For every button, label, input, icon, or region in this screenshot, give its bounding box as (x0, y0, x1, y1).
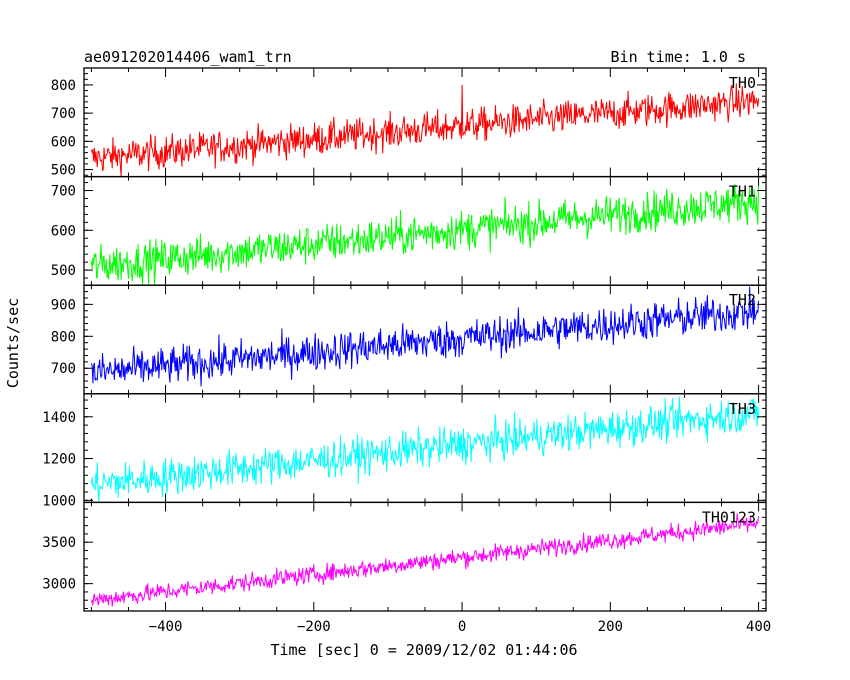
panel-label: TH0 (729, 74, 756, 92)
y-tick-label: 500 (51, 263, 76, 279)
y-tick-label: 600 (51, 134, 76, 150)
y-tick-label: 700 (51, 184, 76, 200)
x-tick-label: 400 (746, 619, 771, 635)
panel-label: TH3 (729, 400, 756, 418)
y-tick-label: 500 (51, 163, 76, 179)
panel-th3: 1000 1200 1400 TH3 (42, 393, 767, 509)
y-tick-label: 700 (51, 106, 76, 122)
y-tick-label: 1200 (42, 452, 76, 468)
panel-th0123: 3000 3500 TH0123 (42, 501, 767, 612)
y-tick-label: 1000 (42, 493, 76, 509)
panel-th0: 500 600 700 800 TH0 (51, 67, 767, 179)
y-tick-label: 900 (51, 297, 76, 313)
y-tick-label: 3000 (42, 577, 76, 593)
x-tick-label: 200 (598, 619, 623, 635)
y-tick-label: 800 (51, 329, 76, 345)
y-tick-label: 700 (51, 361, 76, 377)
panel-th2: 700 800 900 TH2 (51, 284, 767, 395)
y-tick-label: 3500 (42, 535, 76, 551)
panel-label: TH1 (729, 183, 756, 201)
panel-label: TH0123 (702, 508, 756, 526)
series-line-th0 (90, 83, 760, 177)
y-tick-label: 800 (51, 78, 76, 94)
y-tick-label: 1400 (42, 410, 76, 426)
x-axis-label: Time [sec] 0 = 2009/12/02 01:44:06 (270, 641, 577, 659)
y-tick-label: 600 (51, 223, 76, 239)
panels-group: 500 600 700 800 TH0 500 600 700 TH1 700 800 900 TH2 1… (42, 67, 771, 635)
series-line-th3 (90, 396, 760, 502)
bin-time-label: Bin time: 1.0 s (611, 48, 746, 66)
series-line-th1 (90, 183, 760, 285)
panel-th1: 500 600 700 TH1 (51, 175, 767, 286)
series-line-th0123 (90, 513, 760, 607)
chart-title: ae091202014406_wam1_trn (84, 48, 292, 66)
panel-label: TH2 (729, 291, 756, 309)
y-axis-label: Counts/sec (4, 298, 22, 388)
series-line-th2 (90, 286, 760, 387)
x-tick-label: −400 (149, 619, 183, 635)
x-tick-label: −200 (297, 619, 331, 635)
x-tick-label: 0 (458, 619, 466, 635)
